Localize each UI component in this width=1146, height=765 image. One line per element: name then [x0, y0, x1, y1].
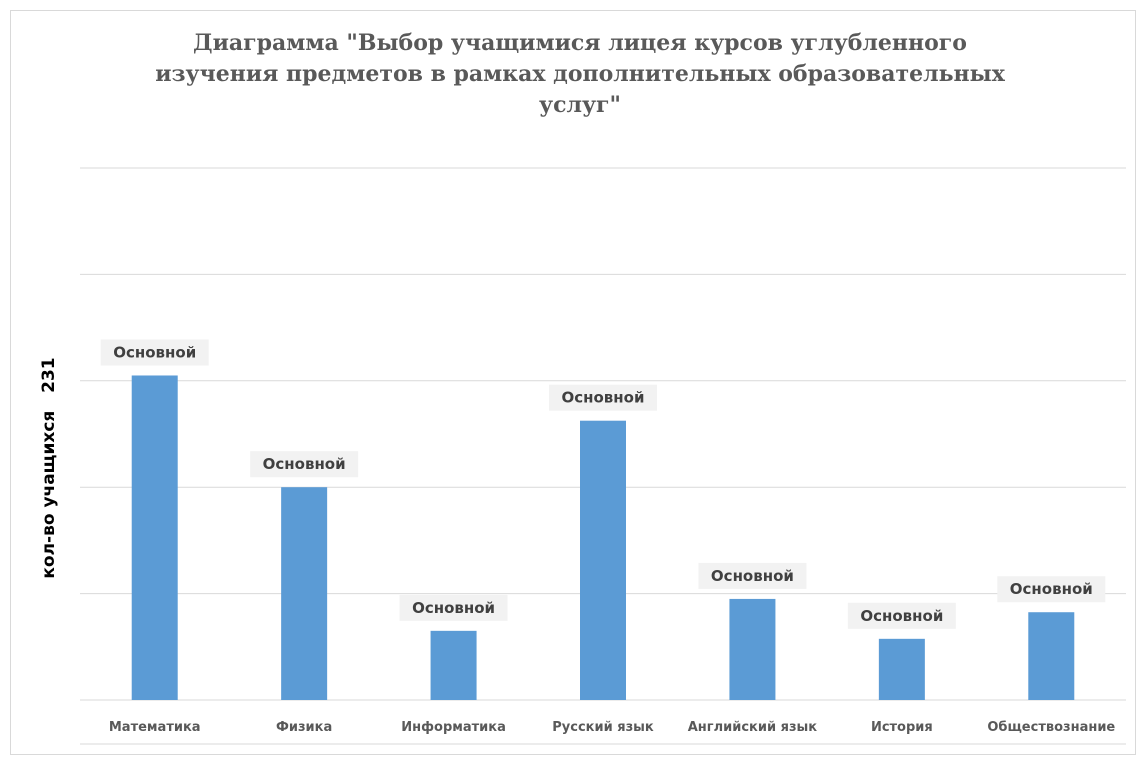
bar	[1028, 612, 1075, 700]
data-label-background	[100, 339, 209, 366]
data-label: Основной	[860, 607, 943, 625]
x-tick-label: Английский язык	[688, 720, 818, 735]
chart-title-line-2: изучения предметов в рамках дополнительн…	[155, 61, 1005, 87]
data-label: Основной	[562, 389, 645, 407]
data-label: Основной	[263, 455, 346, 473]
chart-title-line-3: услуг"	[538, 92, 622, 118]
x-tick-label: Математика	[109, 720, 201, 735]
bar	[580, 420, 626, 700]
x-tick-label: История	[871, 720, 933, 735]
data-label-background	[997, 576, 1106, 603]
bar	[131, 375, 178, 700]
data-label-background	[399, 594, 508, 621]
bar	[729, 598, 776, 700]
x-tick-label: Русский язык	[552, 720, 654, 735]
data-label: Основной	[113, 343, 196, 361]
x-tick-label: Физика	[276, 720, 332, 735]
data-label: Основной	[412, 599, 495, 617]
data-label-background	[549, 384, 657, 411]
chart-frame	[10, 10, 1136, 755]
x-tick-label: Обществознание	[987, 720, 1115, 735]
bar	[430, 630, 477, 700]
x-tick-label: Информатика	[401, 720, 506, 735]
data-label-background	[847, 602, 956, 629]
data-label: Основной	[1010, 580, 1093, 598]
data-label: Основной	[711, 567, 794, 585]
bar	[878, 638, 925, 700]
data-label-background	[250, 451, 359, 478]
chart-title-line-1: Диаграмма "Выбор учащимися лицея курсов …	[193, 30, 967, 56]
data-label-background	[698, 562, 807, 589]
bar	[281, 487, 328, 700]
chart-title: Диаграмма "Выбор учащимися лицея курсов …	[130, 28, 1030, 121]
